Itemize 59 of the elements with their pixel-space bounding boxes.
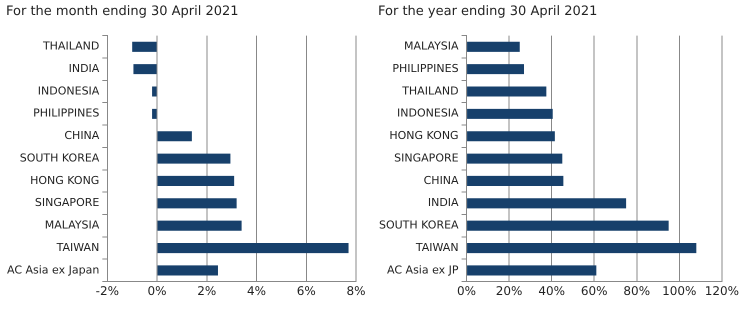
y-tick-label: SOUTH KOREA bbox=[378, 218, 460, 232]
y-tick-label: INDONESIA bbox=[38, 84, 100, 98]
bar bbox=[467, 243, 696, 254]
bar bbox=[467, 64, 524, 74]
x-tick-label: 0% bbox=[457, 284, 476, 298]
y-tick-label: TAIWAN bbox=[56, 240, 100, 254]
y-tick-label: SINGAPORE bbox=[34, 196, 100, 210]
bar bbox=[467, 176, 564, 186]
bar bbox=[467, 198, 626, 208]
bar bbox=[132, 42, 157, 52]
x-tick-label: 6% bbox=[296, 284, 316, 298]
bar bbox=[158, 243, 349, 254]
y-tick-label: CHINA bbox=[64, 129, 100, 142]
bar bbox=[133, 64, 157, 74]
y-tick-label: INDIA bbox=[428, 196, 460, 210]
bar bbox=[467, 108, 553, 119]
x-tick-label: 20% bbox=[496, 284, 522, 298]
x-tick-label: 2% bbox=[197, 284, 216, 298]
y-tick-label: AC Asia ex JP bbox=[387, 263, 459, 276]
y-tick-label: CHINA bbox=[424, 174, 460, 187]
y-tick-label: TAIWAN bbox=[414, 240, 459, 254]
x-tick-label: 120% bbox=[704, 284, 740, 298]
chart-title: For the month ending 30 April 2021 bbox=[5, 4, 240, 21]
y-tick-label: SINGAPORE bbox=[394, 151, 459, 164]
bar bbox=[467, 42, 520, 52]
x-tick-label: -2% bbox=[96, 284, 120, 298]
y-tick-label: MALAYSIA bbox=[44, 218, 100, 232]
bar bbox=[152, 86, 157, 97]
bar bbox=[158, 154, 230, 164]
bar bbox=[467, 265, 596, 276]
y-tick-label: AC Asia ex Japan bbox=[6, 263, 100, 276]
y-tick-label: PHILIPPINES bbox=[33, 106, 100, 120]
y-tick-label: HONG KONG bbox=[389, 129, 459, 142]
x-tick-label: 4% bbox=[247, 284, 266, 298]
y-tick-label: INDIA bbox=[68, 62, 100, 76]
bar bbox=[467, 131, 555, 142]
x-tick-label: 40% bbox=[538, 284, 565, 298]
y-tick-label: HONG KONG bbox=[30, 174, 100, 187]
bar bbox=[152, 108, 157, 119]
bar bbox=[158, 131, 192, 142]
y-tick-label: INDONESIA bbox=[397, 106, 460, 120]
bar bbox=[158, 198, 237, 208]
y-tick-label: PHILIPPINES bbox=[392, 62, 459, 76]
x-tick-label: 80% bbox=[623, 284, 650, 298]
bar bbox=[467, 220, 669, 231]
chart-title: For the year ending 30 April 2021 bbox=[377, 4, 598, 21]
x-tick-label: 60% bbox=[580, 284, 608, 298]
bar bbox=[158, 220, 242, 231]
y-tick-label: THAILAND bbox=[401, 84, 459, 98]
y-tick-label: SOUTH KOREA bbox=[20, 151, 100, 164]
bar bbox=[158, 265, 218, 276]
x-tick-label: 0% bbox=[148, 284, 167, 298]
x-tick-label: 8% bbox=[346, 284, 366, 298]
bar bbox=[467, 86, 546, 97]
y-tick-label: THAILAND bbox=[42, 40, 100, 53]
y-tick-label: MALAYSIA bbox=[404, 40, 460, 53]
x-tick-label: 100% bbox=[662, 284, 696, 298]
bar bbox=[467, 154, 562, 164]
bar bbox=[158, 176, 234, 186]
